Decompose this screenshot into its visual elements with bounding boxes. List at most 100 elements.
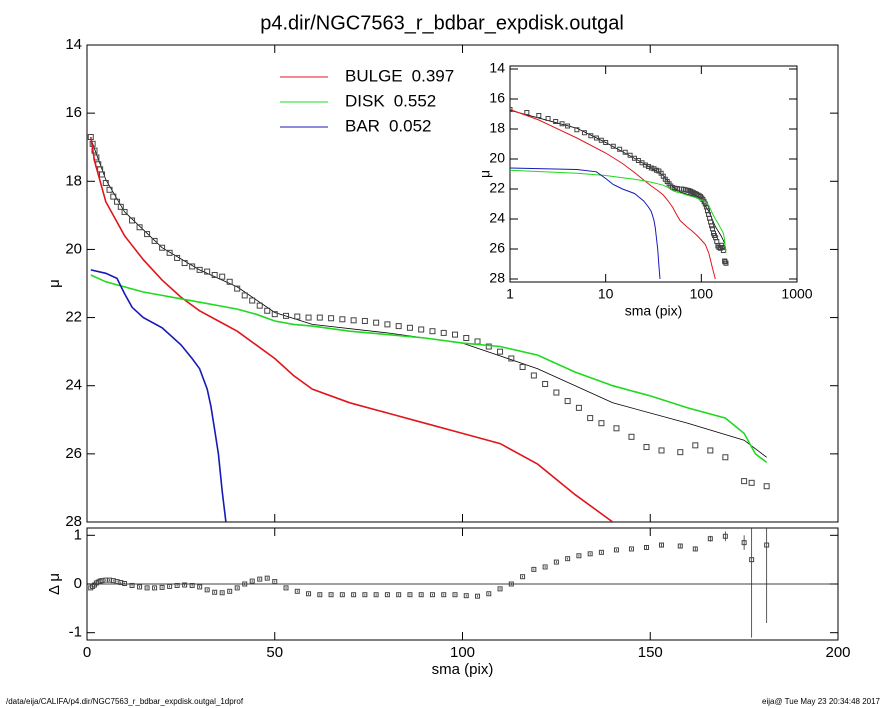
- data-point: [559, 121, 565, 127]
- data-point: [658, 447, 665, 454]
- data-point: [598, 549, 604, 555]
- data-point: [542, 381, 549, 388]
- data-point: [305, 314, 312, 321]
- data-point: [692, 546, 698, 552]
- y-tick-label: 0: [74, 575, 82, 592]
- legend-label: BAR: [345, 116, 380, 135]
- data-point: [429, 592, 435, 598]
- data-point: [593, 135, 599, 141]
- data-point: [677, 543, 683, 549]
- data-point: [339, 592, 345, 598]
- data-point: [144, 585, 150, 591]
- data-point: [271, 311, 278, 318]
- x-tick-label: 100: [450, 644, 475, 661]
- data-point: [627, 152, 633, 158]
- data-point: [628, 546, 634, 552]
- data-point: [204, 268, 211, 275]
- data-point: [264, 575, 270, 581]
- data-point: [144, 231, 151, 238]
- y-tick-label: 16: [65, 104, 82, 121]
- data-point: [475, 593, 481, 599]
- y-axis-label: μ: [46, 279, 63, 288]
- data-point: [181, 260, 188, 267]
- y-tick-label: 1: [74, 526, 82, 543]
- data-point: [531, 566, 537, 572]
- data-point: [306, 591, 312, 597]
- data-point: [553, 559, 559, 565]
- data-point: [234, 585, 240, 591]
- data-point: [565, 123, 571, 129]
- data-point: [497, 348, 504, 355]
- data-point: [622, 149, 628, 155]
- data-point: [99, 171, 106, 178]
- y-tick-label: 26: [65, 445, 82, 462]
- data-point: [613, 425, 620, 432]
- data-point: [294, 313, 301, 320]
- y-tick-label: 24: [489, 210, 505, 226]
- plot-area: [87, 133, 770, 522]
- data-point: [219, 590, 225, 596]
- data-point: [241, 292, 248, 299]
- plot-area: [510, 107, 729, 280]
- data-point: [328, 592, 334, 598]
- x-tick-label: 150: [638, 644, 663, 661]
- legend-value: 0.397: [412, 66, 455, 85]
- data-point: [530, 372, 537, 379]
- data-point: [106, 186, 113, 193]
- data-point: [508, 355, 515, 362]
- data-point: [628, 433, 635, 440]
- legend-value: 0.052: [389, 116, 432, 135]
- data-point: [264, 307, 271, 314]
- data-point: [418, 592, 424, 598]
- y-tick-label: 14: [489, 60, 505, 76]
- data-point: [373, 592, 379, 598]
- data-point: [553, 389, 560, 396]
- data-point: [588, 133, 594, 139]
- data-point: [741, 478, 748, 485]
- data-point: [137, 584, 143, 590]
- y-tick-label: 20: [489, 150, 505, 166]
- data-point: [350, 317, 357, 324]
- data-point: [384, 321, 391, 328]
- data-point: [159, 244, 166, 251]
- data-point: [553, 119, 559, 124]
- x-axis-label: sma (pix): [432, 661, 494, 678]
- data-point: [677, 449, 684, 456]
- y-tick-label: 16: [489, 90, 505, 106]
- data-point: [519, 363, 526, 370]
- data-point: [283, 312, 290, 319]
- data-point: [117, 203, 124, 210]
- data-point: [520, 574, 526, 580]
- data-point: [648, 165, 654, 171]
- data-point: [707, 536, 713, 542]
- data-point: [722, 454, 729, 461]
- data-point: [565, 556, 571, 562]
- data-point: [167, 583, 173, 589]
- data-point: [174, 254, 181, 261]
- data-point: [256, 302, 263, 309]
- data-point: [339, 316, 346, 323]
- data-point: [227, 588, 233, 594]
- data-point: [317, 592, 323, 598]
- y-axis-label: μ: [477, 170, 493, 178]
- legend-label: BULGE: [345, 66, 403, 85]
- data-point: [316, 314, 323, 321]
- data-point: [257, 576, 263, 582]
- data-point: [659, 542, 665, 548]
- y-tick-label: 26: [489, 240, 505, 256]
- series-line: [90, 136, 614, 522]
- data-point: [226, 278, 233, 285]
- data-point: [441, 592, 447, 598]
- y-tick-label: 18: [489, 120, 505, 136]
- data-point: [242, 581, 248, 587]
- y-axis-label: Δ μ: [46, 573, 63, 595]
- footer-path: /data/eija/CALIFA/p4.dir/NGC7563_r_bdbar…: [6, 697, 244, 706]
- data-point: [395, 323, 402, 330]
- data-point: [463, 335, 470, 342]
- data-point: [723, 260, 729, 266]
- data-point: [451, 331, 458, 338]
- data-point: [564, 398, 571, 405]
- data-point: [114, 198, 121, 205]
